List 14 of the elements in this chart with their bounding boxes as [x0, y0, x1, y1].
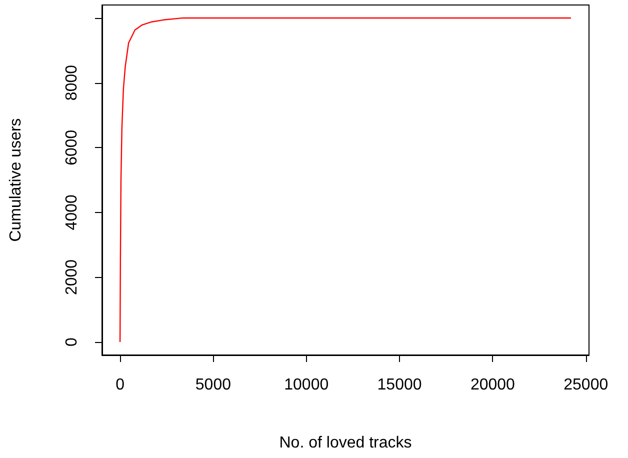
x-tick-label: 25000 [564, 376, 608, 394]
y-tick-label: 0 [64, 337, 80, 346]
y-axis-title: Cumulative users [8, 118, 24, 242]
y-tick-label: 6000 [64, 130, 80, 166]
line-series [119, 17, 572, 343]
x-axis-title: No. of loved tracks [279, 434, 412, 452]
x-tick-label: 15000 [377, 376, 422, 394]
y-tick-label: 2000 [64, 259, 80, 296]
x-tick-label: 10000 [284, 376, 329, 394]
y-tick-label: 4000 [64, 194, 80, 230]
x-tick-label: 5000 [195, 376, 232, 394]
x-tick-label: 20000 [470, 376, 516, 394]
y-tick-label: 8000 [64, 64, 80, 101]
x-tick-label: 0 [116, 376, 125, 394]
